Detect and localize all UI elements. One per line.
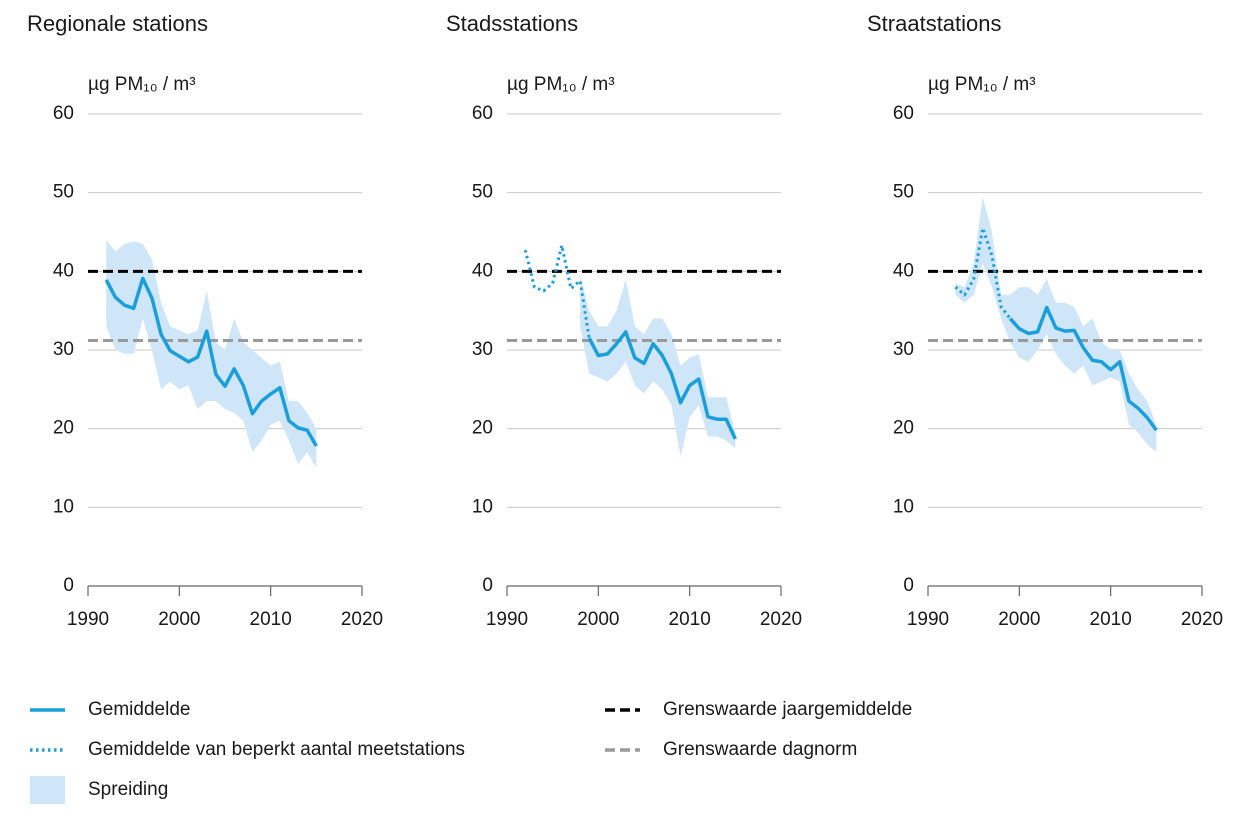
y-tick-label: 60: [472, 103, 493, 124]
x-tick-label: 2000: [998, 609, 1040, 630]
legend-label: Spreiding: [88, 779, 168, 800]
y-axis-label: µg PM₁₀ / m³: [928, 74, 1036, 95]
y-tick-label: 0: [903, 575, 914, 596]
mean-line: [1008, 305, 1158, 432]
y-tick-label: 10: [472, 496, 493, 517]
x-tick-label: 2010: [669, 609, 711, 630]
y-tick-label: 30: [53, 339, 74, 360]
panel: Straatstations µg PM₁₀ / m³ 0 10 20 30 40 50 60 1…: [867, 11, 1223, 630]
x-tick-label: 2010: [250, 609, 292, 630]
panel-title: Regionale stations: [27, 11, 208, 36]
x-tick-label: 2020: [1181, 609, 1223, 630]
legend-label: Gemiddelde van beperkt aantal meetstatio…: [88, 739, 465, 760]
x-tick-label: 2020: [341, 609, 383, 630]
panel-title: Stadsstations: [446, 11, 578, 36]
y-tick-label: 0: [63, 575, 74, 596]
mean-line: [587, 330, 737, 440]
legend-label: Grenswaarde jaargemiddelde: [663, 699, 912, 720]
y-tick-label: 50: [53, 182, 74, 203]
y-tick-label: 40: [53, 260, 74, 281]
panel-title: Straatstations: [867, 11, 1002, 36]
x-tick-label: 2010: [1090, 609, 1132, 630]
y-tick-label: 40: [893, 260, 914, 281]
x-tick-label: 1990: [67, 609, 109, 630]
y-tick-label: 50: [472, 182, 493, 203]
legend-label: Grenswaarde dagnorm: [663, 739, 857, 760]
mean-line: [523, 243, 591, 339]
y-tick-label: 30: [893, 339, 914, 360]
mean-line: [104, 276, 318, 447]
legend: Gemiddelde Gemiddelde van beperkt aantal …: [30, 699, 912, 804]
y-tick-label: 20: [53, 418, 74, 439]
y-tick-label: 40: [472, 260, 493, 281]
panel: Stadsstations µg PM₁₀ / m³ 0 10 20 30 40 50 60 19…: [446, 11, 802, 630]
x-tick-label: 2020: [760, 609, 802, 630]
legend-label: Gemiddelde: [88, 699, 190, 720]
panel: Regionale stations µg PM₁₀ / m³ 0 10 20 30 40 5…: [27, 11, 383, 630]
y-tick-label: 60: [893, 103, 914, 124]
x-tick-label: 1990: [907, 609, 949, 630]
y-axis-label: µg PM₁₀ / m³: [507, 74, 615, 95]
x-tick-label: 1990: [486, 609, 528, 630]
y-tick-label: 10: [53, 496, 74, 517]
y-tick-label: 0: [482, 575, 493, 596]
y-tick-label: 10: [893, 496, 914, 517]
legend-swatch: [30, 776, 65, 804]
y-axis-label: µg PM₁₀ / m³: [88, 74, 196, 95]
spread-band: [580, 275, 736, 457]
y-tick-label: 20: [893, 418, 914, 439]
x-tick-label: 2000: [158, 609, 200, 630]
y-tick-label: 20: [472, 418, 493, 439]
x-tick-label: 2000: [577, 609, 619, 630]
y-tick-label: 60: [53, 103, 74, 124]
y-tick-label: 50: [893, 182, 914, 203]
mean-line: [954, 226, 1012, 320]
y-tick-label: 30: [472, 339, 493, 360]
